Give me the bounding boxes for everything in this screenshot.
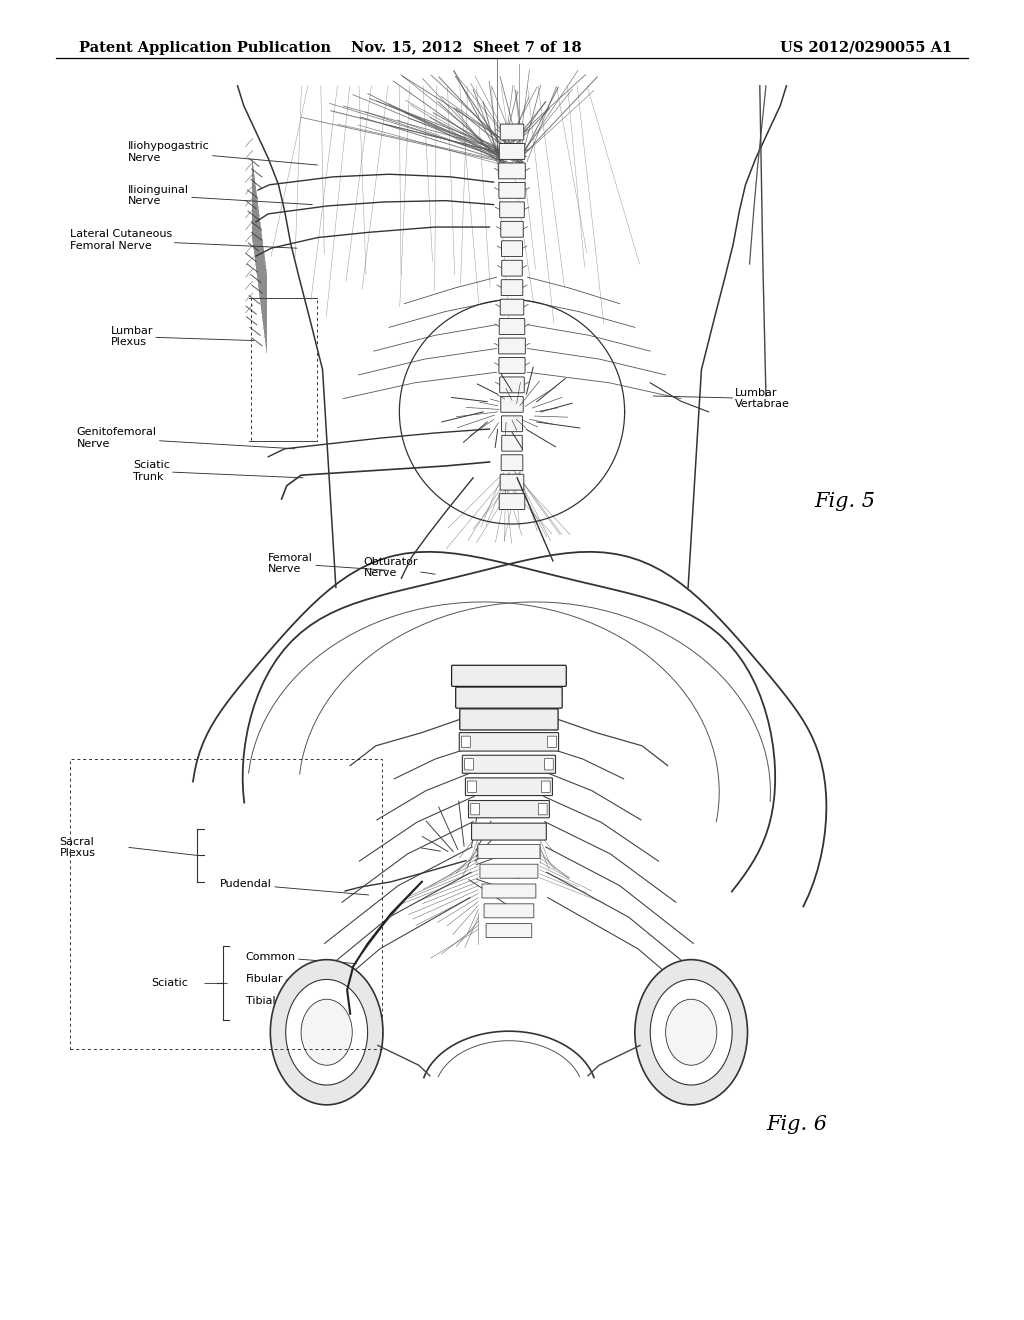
Text: Genitofemoral
Nerve: Genitofemoral Nerve [77, 428, 295, 449]
FancyBboxPatch shape [502, 260, 522, 276]
Bar [251, 298, 317, 441]
Text: Obturator
Nerve: Obturator Nerve [364, 557, 435, 578]
FancyBboxPatch shape [499, 494, 525, 510]
Text: Lateral Cutaneous
Femoral Nerve: Lateral Cutaneous Femoral Nerve [70, 230, 297, 251]
Text: US 2012/0290055 A1: US 2012/0290055 A1 [780, 41, 952, 54]
FancyBboxPatch shape [539, 804, 547, 814]
Text: Iliohypogastric
Nerve: Iliohypogastric Nerve [128, 141, 317, 165]
FancyBboxPatch shape [502, 436, 522, 451]
FancyBboxPatch shape [452, 665, 566, 686]
FancyBboxPatch shape [502, 416, 522, 432]
Bar [70, 759, 382, 1049]
Circle shape [666, 999, 717, 1065]
FancyBboxPatch shape [499, 338, 525, 354]
Text: Sciatic
Trunk: Sciatic Trunk [133, 461, 303, 482]
FancyBboxPatch shape [462, 737, 470, 747]
FancyBboxPatch shape [501, 455, 523, 471]
Text: Lumbar
Plexus: Lumbar Plexus [111, 326, 254, 347]
FancyBboxPatch shape [480, 865, 538, 878]
Text: Tibial: Tibial [246, 995, 356, 1006]
FancyBboxPatch shape [500, 318, 524, 334]
FancyBboxPatch shape [465, 759, 473, 770]
FancyBboxPatch shape [500, 378, 524, 393]
FancyBboxPatch shape [463, 755, 555, 774]
Text: Sciatic: Sciatic [152, 978, 188, 989]
FancyBboxPatch shape [545, 759, 553, 770]
FancyBboxPatch shape [500, 144, 524, 160]
FancyBboxPatch shape [502, 240, 522, 256]
Text: Fibular: Fibular [246, 974, 356, 985]
FancyBboxPatch shape [499, 162, 525, 178]
Circle shape [635, 960, 748, 1105]
Text: Sacral
Plexus: Sacral Plexus [59, 837, 95, 858]
FancyBboxPatch shape [456, 686, 562, 708]
Text: Pudendal: Pudendal [220, 879, 369, 895]
FancyBboxPatch shape [500, 202, 524, 218]
Text: Patent Application Publication: Patent Application Publication [79, 41, 331, 54]
Circle shape [270, 960, 383, 1105]
FancyBboxPatch shape [500, 124, 523, 140]
FancyBboxPatch shape [542, 781, 550, 792]
FancyBboxPatch shape [501, 280, 523, 296]
Text: Nov. 15, 2012  Sheet 7 of 18: Nov. 15, 2012 Sheet 7 of 18 [350, 41, 582, 54]
FancyBboxPatch shape [486, 924, 531, 937]
Text: Femoral
Nerve: Femoral Nerve [268, 553, 387, 574]
Circle shape [286, 979, 368, 1085]
FancyBboxPatch shape [501, 396, 523, 412]
FancyBboxPatch shape [484, 904, 534, 917]
FancyBboxPatch shape [469, 800, 549, 818]
Text: Fig. 6: Fig. 6 [766, 1115, 827, 1134]
FancyBboxPatch shape [478, 845, 540, 858]
FancyBboxPatch shape [465, 777, 553, 796]
FancyBboxPatch shape [499, 358, 525, 374]
FancyBboxPatch shape [460, 709, 558, 730]
Circle shape [650, 979, 732, 1085]
FancyBboxPatch shape [471, 824, 547, 840]
Text: Common: Common [246, 952, 356, 964]
FancyBboxPatch shape [468, 781, 476, 792]
FancyBboxPatch shape [500, 300, 524, 315]
FancyBboxPatch shape [501, 222, 523, 238]
FancyBboxPatch shape [459, 733, 559, 751]
FancyBboxPatch shape [548, 737, 556, 747]
Circle shape [301, 999, 352, 1065]
FancyBboxPatch shape [482, 884, 536, 898]
Text: Ilioinguinal
Nerve: Ilioinguinal Nerve [128, 185, 312, 206]
FancyBboxPatch shape [471, 804, 479, 814]
FancyBboxPatch shape [500, 474, 524, 490]
Text: Lumbar
Vertabrae: Lumbar Vertabrae [653, 388, 791, 409]
Text: Fig. 5: Fig. 5 [814, 492, 876, 511]
FancyBboxPatch shape [499, 182, 525, 198]
